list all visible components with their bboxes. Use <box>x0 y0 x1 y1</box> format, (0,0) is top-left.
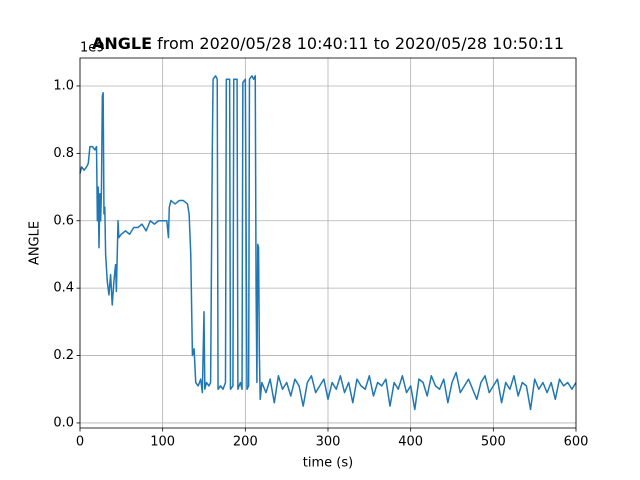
x-tick-label: 400 <box>398 435 423 450</box>
x-tick-label: 200 <box>233 435 258 450</box>
data-line <box>79 75 577 411</box>
x-tick-label: 300 <box>316 435 341 450</box>
y-tick-label: 1.0 <box>53 78 74 93</box>
x-tick-label: 100 <box>150 435 175 450</box>
chart-title: ANGLE from 2020/05/28 10:40:11 to 2020/0… <box>92 34 564 53</box>
y-tick-label: 0.4 <box>53 281 74 296</box>
x-axis-label: time (s) <box>303 456 353 471</box>
x-tick-label: 0 <box>76 435 84 450</box>
y-axis-label: ANGLE <box>28 221 43 265</box>
axes-frame <box>79 57 577 429</box>
title-bold: ANGLE <box>92 34 152 53</box>
y-tick-label: 0.0 <box>53 415 74 430</box>
x-tick-label: 600 <box>564 435 589 450</box>
y-tick-label: 0.8 <box>53 146 74 161</box>
title-rest: from 2020/05/28 10:40:11 to 2020/05/28 1… <box>157 34 564 53</box>
y-tick-label: 0.2 <box>53 348 74 363</box>
x-tick-label: 500 <box>481 435 506 450</box>
offset-label: 1e9 <box>80 41 105 56</box>
y-tick-label: 0.6 <box>53 213 74 228</box>
